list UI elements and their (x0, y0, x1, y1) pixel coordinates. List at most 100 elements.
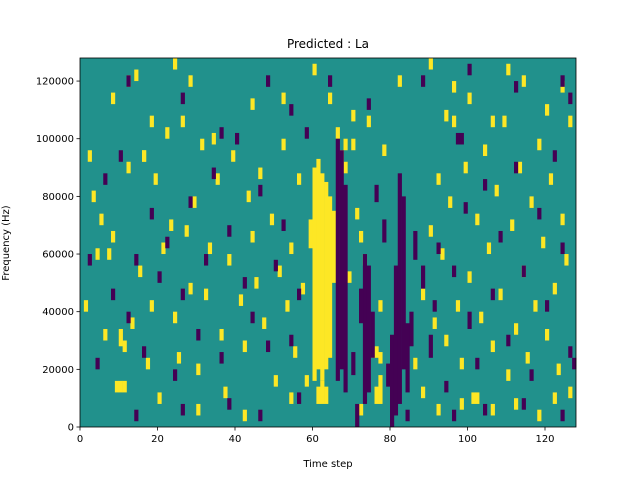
heatmap-cell-low (149, 207, 154, 220)
heatmap-cell-high (382, 144, 387, 157)
heatmap-cell-high (126, 161, 131, 174)
heatmap-cell-high (459, 357, 464, 370)
heatmap-cell-high (273, 375, 278, 387)
heatmap-cell-low (568, 346, 573, 358)
plot-area (79, 57, 577, 428)
heatmap-cell-low (393, 265, 399, 416)
heatmap-cell-high (568, 115, 573, 128)
heatmap-cell-high (312, 167, 317, 381)
heatmap-cell-high (517, 161, 523, 174)
heatmap-cell-low (568, 92, 573, 105)
heatmap-cell-high (463, 161, 468, 174)
heatmap-cell-high (169, 219, 174, 231)
heatmap-cell-low (552, 150, 557, 162)
heatmap-cell-low (397, 173, 402, 404)
heatmap-cell-low (235, 132, 240, 145)
heatmap-cell-high (467, 92, 472, 105)
heatmap-cells (83, 58, 577, 427)
heatmap-cell-high (188, 75, 193, 87)
heatmap-cell-high (262, 317, 267, 329)
heatmap-cell-high (277, 265, 282, 278)
heatmap-cell-low (467, 311, 472, 329)
heatmap-cell-high (145, 357, 151, 370)
heatmap-cell-high (525, 352, 530, 364)
heatmap-cell-high (471, 392, 476, 404)
heatmap-cell-high (142, 150, 147, 162)
x-tick-label: 120 (535, 434, 554, 445)
heatmap-cell-high (289, 242, 294, 255)
heatmap-cell-low (297, 288, 302, 301)
heatmap-cell-high (285, 300, 290, 312)
heatmap-cell-low (266, 340, 271, 353)
heatmap-cell-high (111, 92, 116, 105)
heatmap-cell-high (196, 403, 201, 416)
heatmap-cell-low (374, 184, 379, 203)
x-tick-label: 100 (458, 434, 477, 445)
heatmap-cell-low (335, 138, 340, 381)
heatmap-cell-high (211, 132, 216, 145)
heatmap-cell-low (359, 288, 364, 324)
heatmap-cell-high (545, 104, 550, 116)
y-tick-label: 20000 (42, 365, 74, 376)
heatmap-cell-low (289, 104, 294, 116)
heatmap-cell-low (436, 242, 441, 255)
heatmap-cell-high (521, 75, 526, 87)
heatmap-cell-low (483, 403, 488, 416)
heatmap-cell-low (432, 300, 437, 312)
heatmap-cell-high (134, 69, 139, 82)
heatmap-cell-low (514, 81, 519, 93)
heatmap-cell-high (331, 210, 337, 283)
heatmap-cell-low (362, 254, 368, 404)
y-tick-label: 0 (68, 423, 74, 434)
heatmap-cell-high (308, 219, 313, 249)
heatmap-cell-low (180, 288, 185, 301)
heatmap-cell-low (421, 265, 426, 289)
heatmap-cell-low (421, 75, 426, 87)
heatmap-cell-low (366, 98, 371, 110)
x-tick-label: 0 (77, 434, 83, 445)
heatmap-cell-high (328, 92, 333, 105)
heatmap-cell-high (436, 403, 441, 416)
heatmap-cell-high (269, 213, 275, 226)
heatmap-cell-high (432, 317, 437, 329)
heatmap-cell-high (165, 127, 170, 139)
heatmap-cell-low (118, 150, 123, 162)
heatmap-cell-low (498, 230, 503, 243)
heatmap-cell-high (440, 248, 445, 260)
heatmap-cell-high (207, 242, 213, 255)
heatmap-cell-high (397, 75, 402, 87)
heatmap-cell-high (378, 300, 383, 312)
heatmap-cell-high (242, 409, 247, 422)
heatmap-cell-high (494, 184, 499, 197)
x-axis-ticks: 0 20 40 60 80 100 120 (77, 427, 555, 445)
heatmap-cell-low (401, 196, 406, 370)
heatmap-cell-low (409, 311, 414, 347)
y-tick-label: 120000 (36, 77, 74, 88)
heatmap-cell-high (223, 386, 228, 399)
heatmap-cell-high (204, 288, 209, 301)
heatmap-cell-high (312, 63, 317, 76)
x-axis-label: Time step (302, 459, 352, 470)
heatmap-cell-low (297, 392, 302, 404)
heatmap-cell-high (351, 109, 356, 122)
heatmap-cell-high (231, 150, 236, 162)
heatmap-cell-high (83, 300, 89, 312)
heatmap-cell-high (87, 150, 92, 162)
heatmap-cell-high (215, 173, 220, 185)
heatmap-cell-high (537, 409, 542, 422)
heatmap-cell-low (428, 334, 433, 358)
heatmap-cell-low (444, 380, 449, 393)
y-tick-label: 100000 (36, 134, 74, 145)
heatmap-cell-low (219, 127, 224, 139)
heatmap-cell-high (444, 334, 449, 347)
heatmap-cell-high (219, 328, 224, 341)
heatmap-cell-low (506, 334, 511, 347)
heatmap-cell-low (134, 409, 139, 422)
y-tick-label: 60000 (42, 250, 74, 261)
heatmap-cell-high (281, 92, 286, 105)
heatmap-cell-high (238, 294, 244, 306)
heatmap-cell-low (463, 202, 468, 214)
heatmap-cell-low (266, 75, 271, 87)
heatmap-cell-low (521, 265, 526, 278)
